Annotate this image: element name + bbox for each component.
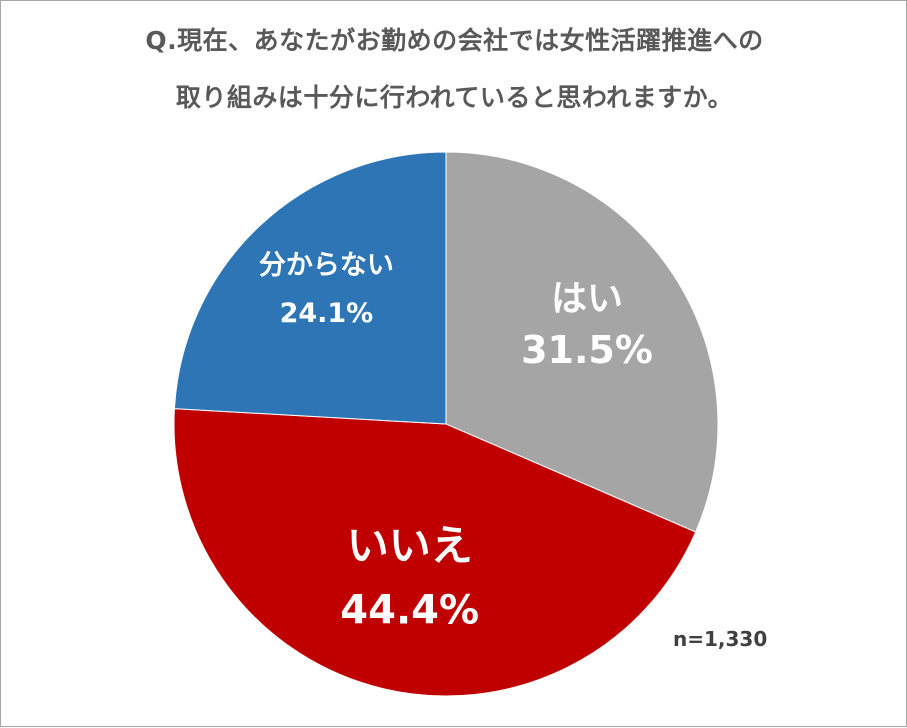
pie-slice-1 — [445, 151, 719, 533]
pie-slice-3 — [173, 151, 447, 425]
sample-size-note: n=1,330 — [673, 627, 768, 651]
chart-title-line-2: 取り組みは十分に行われていると思われますか。 — [175, 83, 734, 112]
slice-value-2: 44.4% — [340, 588, 479, 634]
slice-label-1: はい — [551, 278, 623, 319]
slice-label-2: いいえ — [347, 521, 473, 570]
slice-value-3: 24.1% — [280, 298, 374, 329]
pie-slice-2 — [173, 408, 697, 697]
slice-value-1: 31.5% — [521, 328, 653, 372]
chart-title-line-1: Q.現在、あなたがお勤めの会社では女性活躍推進への — [145, 26, 764, 55]
slice-label-3: 分からない — [259, 250, 394, 281]
